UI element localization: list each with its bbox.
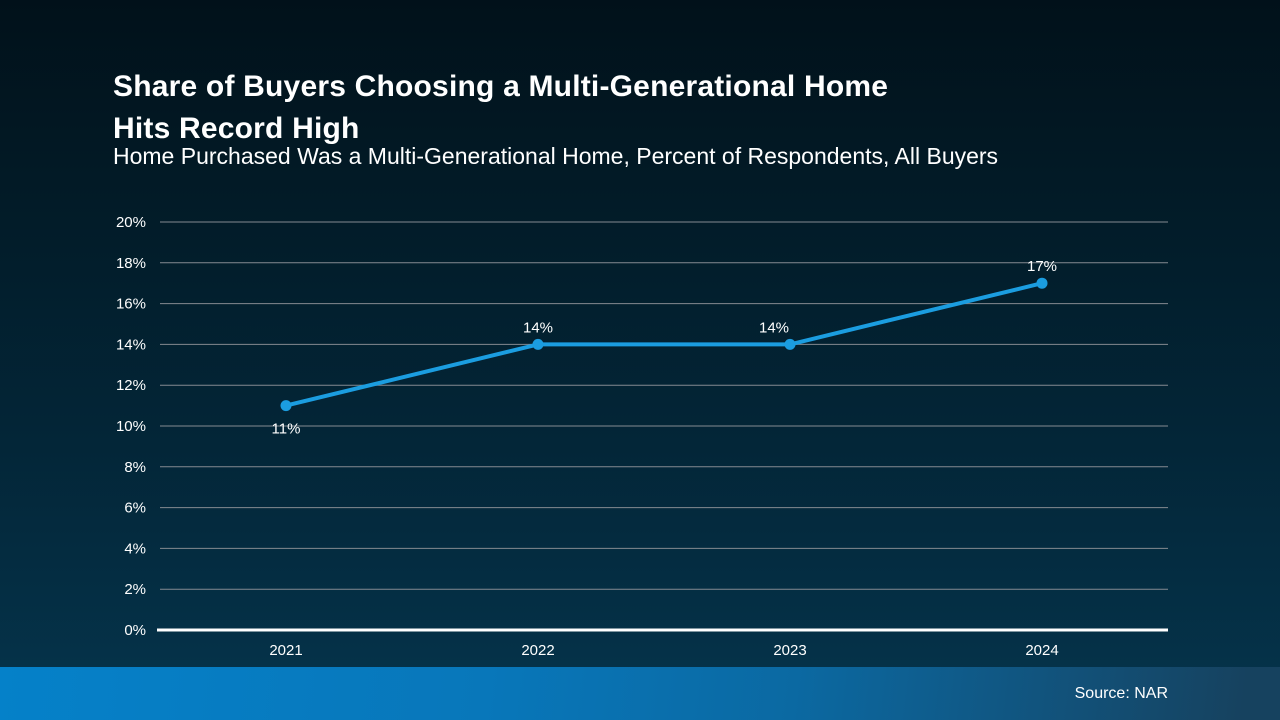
y-tick-label: 6% [124,500,146,517]
line-chart-svg: 20% 18% 16% 14% 12% 10% 8% 6% 4% 2% 0% 2021 2022 2023… [116,214,1168,659]
data-point-label: 11% [272,421,301,438]
data-line [284,281,1044,408]
y-tick-label: 14% [116,336,146,353]
y-tick-label: 4% [124,540,146,557]
y-tick-label: 0% [124,622,146,639]
data-point-marker [784,338,796,350]
chart-title-line1: Share of Buyers Choosing a Multi-Generat… [113,70,889,104]
chart-title: Share of Buyers Choosing a Multi-Generat… [113,66,888,150]
data-point-marker [280,400,292,412]
data-point-label: 17% [1027,258,1057,275]
y-tick-label: 16% [116,296,146,313]
y-tick-label: 2% [124,581,146,598]
data-point-label: 14% [759,319,789,336]
x-tick-label: 2021 [269,642,302,659]
footer-bar: Source: NAR [0,667,1280,720]
x-tick-label: 2024 [1025,642,1058,659]
data-point-marker [532,338,544,350]
y-tick-label: 12% [116,377,146,394]
y-tick-label: 20% [116,214,146,231]
chart-subtitle: Home Purchased Was a Multi-Generational … [113,143,999,169]
source-label: Source: NAR [1074,685,1168,702]
x-tick-label: 2022 [521,642,554,659]
y-tick-label: 10% [116,418,146,435]
y-tick-label: 18% [116,255,146,272]
data-point-marker [1036,277,1048,289]
y-tick-label: 8% [124,459,146,476]
line-chart: 20% 18% 16% 14% 12% 10% 8% 6% 4% 2% 0% 2021 2022 2023… [0,200,1280,670]
x-tick-label: 2023 [773,642,806,659]
chart-title-line2: Hits Record High [113,112,360,146]
data-point-label: 14% [523,319,553,336]
